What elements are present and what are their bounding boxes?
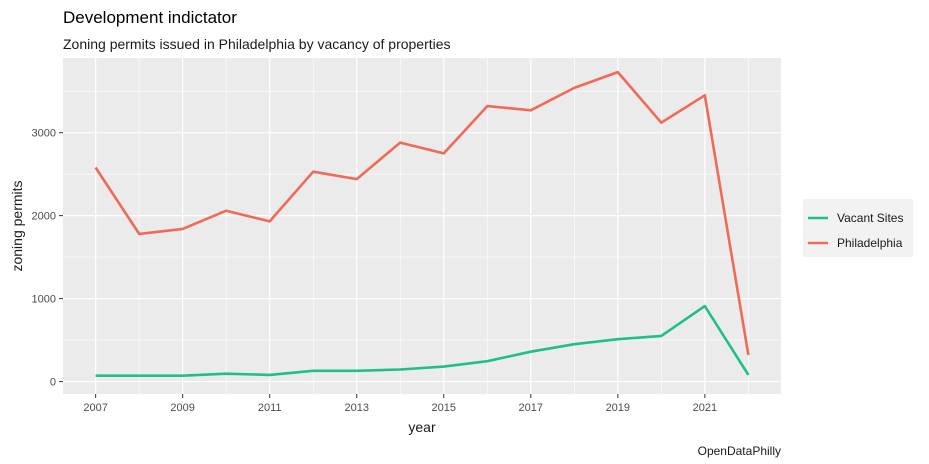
plot-panel [63, 58, 781, 394]
x-tick-label: 2021 [693, 402, 717, 414]
y-axis-label: zoning permits [9, 180, 25, 271]
legend-label: Philadelphia [837, 236, 903, 250]
x-tick-label: 2009 [170, 402, 194, 414]
x-axis-ticks: 2007 2009 2011 2013 2015 2017 2019 2021 [83, 394, 717, 414]
legend-background [803, 199, 913, 257]
x-axis-label: year [408, 419, 436, 435]
series-line [94, 70, 750, 356]
y-tick-label: 2000 [32, 211, 56, 223]
chart-title: Development indictator [63, 8, 237, 27]
y-tick-label: 0 [50, 377, 56, 389]
x-tick-label: 2013 [344, 402, 368, 414]
y-tick-label: 3000 [32, 128, 56, 140]
chart-caption: OpenDataPhilly [698, 444, 781, 458]
x-tick-label: 2007 [83, 402, 107, 414]
x-tick-label: 2019 [606, 402, 630, 414]
series-lines [94, 70, 750, 378]
series-line [95, 304, 750, 378]
chart-subtitle: Zoning permits issued in Philadelphia by… [63, 36, 451, 52]
y-axis-ticks: 0 1000 2000 3000 [32, 128, 63, 389]
legend: Vacant Sites Philadelphia [803, 199, 913, 257]
x-tick-label: 2011 [258, 402, 282, 414]
x-tick-label: 2017 [519, 402, 543, 414]
x-tick-label: 2015 [432, 402, 456, 414]
y-tick-label: 1000 [32, 294, 56, 306]
legend-label: Vacant Sites [837, 211, 903, 225]
